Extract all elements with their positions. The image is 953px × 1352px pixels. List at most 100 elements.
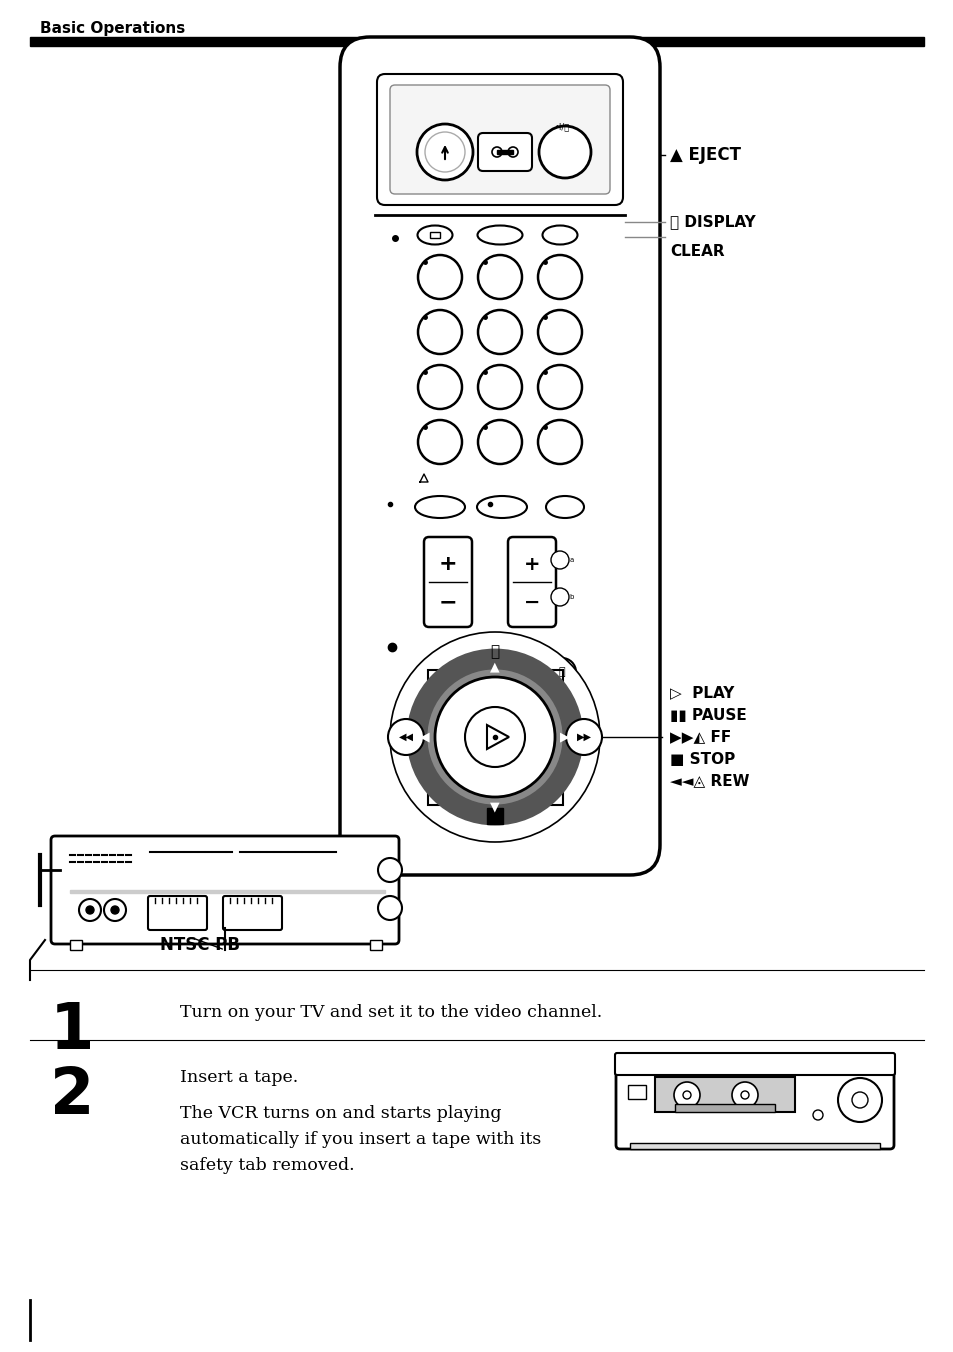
Circle shape: [477, 256, 521, 299]
Polygon shape: [486, 725, 509, 749]
FancyBboxPatch shape: [615, 1053, 894, 1075]
Ellipse shape: [477, 226, 522, 245]
Circle shape: [377, 859, 401, 882]
Ellipse shape: [476, 496, 526, 518]
Ellipse shape: [542, 226, 577, 245]
Circle shape: [416, 658, 573, 815]
Text: •I/⏻: •I/⏻: [554, 123, 569, 131]
Circle shape: [492, 147, 501, 157]
Circle shape: [388, 719, 423, 754]
Text: ▶▶: ▶▶: [576, 731, 591, 742]
Circle shape: [377, 896, 401, 919]
Circle shape: [79, 899, 101, 921]
Circle shape: [851, 1092, 867, 1109]
Circle shape: [812, 1110, 822, 1119]
Circle shape: [390, 631, 599, 842]
Text: ⓘ DISPLAY: ⓘ DISPLAY: [669, 215, 755, 230]
Bar: [627, 1086, 645, 1099]
FancyBboxPatch shape: [390, 85, 609, 193]
Circle shape: [464, 707, 524, 767]
FancyBboxPatch shape: [51, 836, 398, 944]
Text: Turn on your TV and set it to the video channel.: Turn on your TV and set it to the video …: [180, 1005, 601, 1021]
FancyBboxPatch shape: [616, 1061, 893, 1149]
Text: 1: 1: [50, 1000, 94, 1063]
Bar: [428, 671, 562, 804]
Text: ⏸: ⏸: [490, 645, 499, 660]
Circle shape: [547, 658, 576, 685]
Text: ◀◀: ◀◀: [398, 731, 413, 742]
Circle shape: [538, 126, 590, 178]
Circle shape: [435, 677, 555, 796]
Circle shape: [417, 310, 461, 354]
Text: ◄◄◬ REW: ◄◄◬ REW: [669, 773, 749, 788]
Bar: [675, 1105, 774, 1111]
Text: ▶: ▶: [559, 730, 569, 744]
Circle shape: [417, 256, 461, 299]
Bar: [70, 940, 82, 950]
Text: −: −: [523, 592, 539, 611]
Bar: [430, 233, 439, 238]
Circle shape: [551, 588, 568, 606]
Text: NTSC PB: NTSC PB: [160, 936, 240, 955]
Circle shape: [740, 1091, 748, 1099]
Circle shape: [537, 365, 581, 410]
Text: ⏻: ⏻: [558, 667, 565, 677]
Text: ▲ EJECT: ▲ EJECT: [669, 146, 740, 164]
Text: ▶▶◭ FF: ▶▶◭ FF: [669, 730, 731, 745]
Circle shape: [414, 667, 450, 703]
Circle shape: [507, 147, 517, 157]
Bar: [370, 940, 381, 950]
Circle shape: [673, 1082, 700, 1109]
Text: ▷  PLAY: ▷ PLAY: [669, 685, 734, 700]
Text: Insert a tape.: Insert a tape.: [180, 1069, 298, 1086]
Bar: [70, 890, 385, 894]
Text: −: −: [438, 592, 456, 612]
FancyBboxPatch shape: [423, 537, 472, 627]
Circle shape: [551, 552, 568, 569]
Bar: [486, 808, 502, 823]
Ellipse shape: [417, 226, 452, 245]
Circle shape: [104, 899, 126, 921]
Circle shape: [682, 1091, 690, 1099]
Circle shape: [417, 365, 461, 410]
Circle shape: [416, 124, 473, 180]
Bar: [30, 37, 923, 46]
Circle shape: [477, 420, 521, 464]
Text: ◀: ◀: [419, 730, 430, 744]
Ellipse shape: [415, 496, 464, 518]
Bar: [655, 1078, 794, 1111]
Circle shape: [417, 420, 461, 464]
Text: ■ STOP: ■ STOP: [669, 752, 735, 767]
Circle shape: [86, 906, 94, 914]
Circle shape: [537, 420, 581, 464]
Text: ▲: ▲: [490, 661, 499, 673]
FancyBboxPatch shape: [339, 37, 659, 875]
FancyBboxPatch shape: [376, 74, 622, 206]
Circle shape: [537, 310, 581, 354]
FancyBboxPatch shape: [477, 132, 532, 170]
Text: Basic Operations: Basic Operations: [40, 20, 185, 35]
Bar: [629, 1142, 879, 1149]
Text: +: +: [438, 554, 456, 575]
Circle shape: [111, 906, 119, 914]
Bar: [497, 150, 513, 154]
FancyBboxPatch shape: [148, 896, 207, 930]
Text: The VCR turns on and starts playing: The VCR turns on and starts playing: [180, 1105, 501, 1122]
Text: a: a: [569, 557, 574, 562]
Text: b: b: [569, 594, 574, 600]
Circle shape: [565, 719, 601, 754]
Text: safety tab removed.: safety tab removed.: [180, 1157, 355, 1174]
FancyBboxPatch shape: [507, 537, 556, 627]
Circle shape: [477, 365, 521, 410]
Text: ▮▮ PAUSE: ▮▮ PAUSE: [669, 707, 746, 722]
Circle shape: [477, 310, 521, 354]
Text: +: +: [523, 554, 539, 573]
Text: 2: 2: [50, 1065, 94, 1128]
Text: automatically if you insert a tape with its: automatically if you insert a tape with …: [180, 1132, 540, 1148]
Ellipse shape: [545, 496, 583, 518]
Circle shape: [731, 1082, 758, 1109]
Circle shape: [537, 256, 581, 299]
Text: ▼: ▼: [490, 800, 499, 814]
Circle shape: [837, 1078, 882, 1122]
Text: CLEAR: CLEAR: [669, 243, 724, 258]
